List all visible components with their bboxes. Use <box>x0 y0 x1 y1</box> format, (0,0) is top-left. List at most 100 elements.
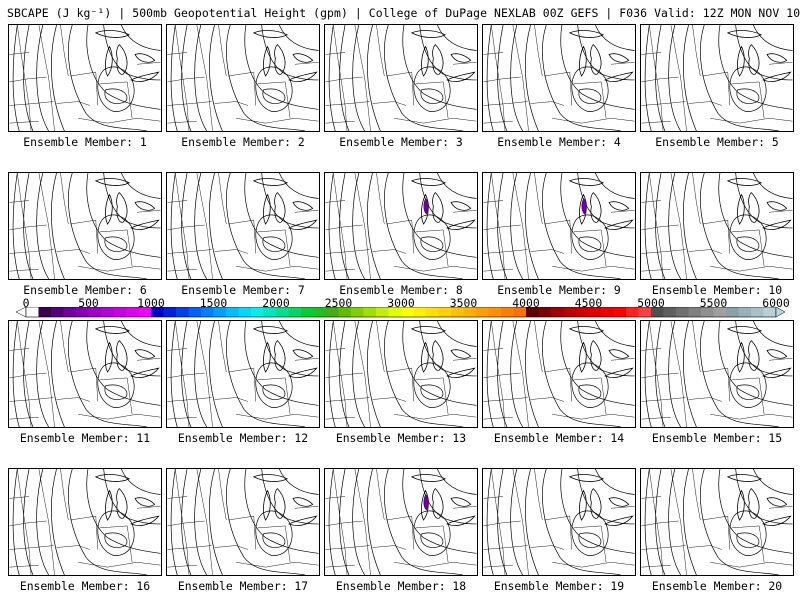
colorbar-swatch <box>688 307 702 317</box>
colorbar-swatch <box>326 307 339 317</box>
ensemble-member-label: Ensemble Member: 15 <box>651 431 783 445</box>
colorbar-swatch <box>38 307 52 317</box>
colorbar-swatch <box>601 307 614 317</box>
ensemble-member-label: Ensemble Member: 17 <box>177 579 309 593</box>
colorbar-swatch <box>26 307 39 317</box>
ensemble-member-map <box>324 24 478 132</box>
ensemble-member-label: Ensemble Member: 8 <box>339 283 463 297</box>
state-borders <box>167 321 319 427</box>
state-borders <box>641 321 793 427</box>
colorbar-tick-label: 5000 <box>637 296 665 310</box>
colorbar-swatch <box>301 307 314 317</box>
colorbar-tick-label: 1500 <box>199 296 228 310</box>
ensemble-member-map <box>640 172 794 280</box>
ensemble-member-label: Ensemble Member: 3 <box>339 135 463 149</box>
colorbar-swatch <box>76 307 89 317</box>
colorbar-swatch <box>213 307 227 317</box>
state-borders <box>483 173 635 279</box>
ensemble-member-map <box>482 320 636 428</box>
cape-area <box>581 198 587 215</box>
ensemble-member-map <box>8 320 162 428</box>
colorbar-tick-label: 1000 <box>137 296 165 310</box>
colorbar-swatch <box>451 307 464 317</box>
state-borders <box>9 25 161 131</box>
ensemble-member-label: Ensemble Member: 14 <box>493 431 625 445</box>
colorbar-swatch <box>263 307 277 317</box>
colorbar-swatch <box>276 307 289 317</box>
state-borders <box>9 173 161 279</box>
ensemble-member-map <box>482 468 636 576</box>
colorbar-swatch <box>88 307 102 317</box>
colorbar-swatch <box>463 307 477 317</box>
state-borders <box>483 321 635 427</box>
colorbar-swatch <box>51 307 64 317</box>
colorbar-swatch <box>401 307 414 317</box>
colorbar-swatch <box>488 307 502 317</box>
colorbar-swatch <box>313 307 327 317</box>
colorbar-tick-label: 2000 <box>262 296 290 310</box>
sbcape-colorbar <box>16 307 786 318</box>
colorbar-swatch <box>576 307 589 317</box>
ensemble-member-label: Ensemble Member: 5 <box>655 135 779 149</box>
colorbar-swatch <box>188 307 202 317</box>
ensemble-member-label: Ensemble Member: 4 <box>497 135 621 149</box>
colorbar-swatch <box>338 307 352 317</box>
colorbar-tick-label: 500 <box>78 296 99 310</box>
state-borders <box>641 469 793 575</box>
colorbar-tick-label: 0 <box>22 296 30 310</box>
colorbar-swatch <box>738 307 752 317</box>
colorbar-swatch <box>226 307 239 317</box>
ensemble-member-map <box>640 24 794 132</box>
colorbar-swatch <box>163 307 177 317</box>
colorbar-swatch <box>288 307 302 317</box>
ensemble-member-label: Ensemble Member: 20 <box>651 579 783 593</box>
colorbar-swatch <box>763 307 777 317</box>
colorbar-swatch <box>638 307 652 317</box>
colorbar-swatch <box>63 307 77 317</box>
ensemble-member-map <box>482 24 636 132</box>
ensemble-member-map <box>8 172 162 280</box>
colorbar-swatch <box>101 307 114 317</box>
figure-title: SBCAPE (J kg⁻¹) | 500mb Geopotential Hei… <box>7 6 800 20</box>
colorbar-tick-label: 3500 <box>449 296 478 310</box>
ensemble-member-map <box>324 320 478 428</box>
ensemble-member-map <box>8 24 162 132</box>
ensemble-member-label: Ensemble Member: 2 <box>181 135 305 149</box>
state-borders <box>641 25 793 131</box>
ensemble-member-map <box>324 172 478 280</box>
colorbar-tick-label: 4500 <box>574 296 603 310</box>
colorbar-swatch <box>438 307 452 317</box>
colorbar-swatch <box>388 307 402 317</box>
ensemble-member-map <box>166 468 320 576</box>
colorbar-swatch <box>613 307 627 317</box>
state-borders <box>325 25 477 131</box>
state-borders <box>9 321 161 427</box>
state-borders <box>325 469 477 575</box>
colorbar-swatch <box>538 307 552 317</box>
state-borders <box>167 469 319 575</box>
colorbar-swatch <box>676 307 689 317</box>
colorbar-swatch <box>588 307 602 317</box>
colorbar-swatch <box>413 307 427 317</box>
ensemble-member-map <box>640 320 794 428</box>
state-borders <box>167 173 319 279</box>
ensemble-member-label: Ensemble Member: 1 <box>23 135 147 149</box>
colorbar-tick-label: 3000 <box>387 296 415 310</box>
ensemble-member-label: Ensemble Member: 7 <box>181 283 305 297</box>
colorbar-swatch <box>663 307 677 317</box>
state-borders <box>325 173 477 279</box>
ensemble-member-map <box>640 468 794 576</box>
colorbar-over-triangle <box>775 307 786 318</box>
ensemble-member-map <box>166 320 320 428</box>
colorbar-swatch <box>238 307 252 317</box>
colorbar-swatch <box>113 307 127 317</box>
colorbar-swatch <box>376 307 389 317</box>
colorbar-swatch <box>363 307 377 317</box>
cape-area <box>423 494 429 511</box>
ensemble-member-label: Ensemble Member: 9 <box>497 283 621 297</box>
colorbar-swatch <box>176 307 189 317</box>
colorbar-swatch <box>726 307 739 317</box>
state-borders <box>325 321 477 427</box>
ensemble-member-label: Ensemble Member: 18 <box>335 579 467 593</box>
ensemble-member-map <box>166 172 320 280</box>
